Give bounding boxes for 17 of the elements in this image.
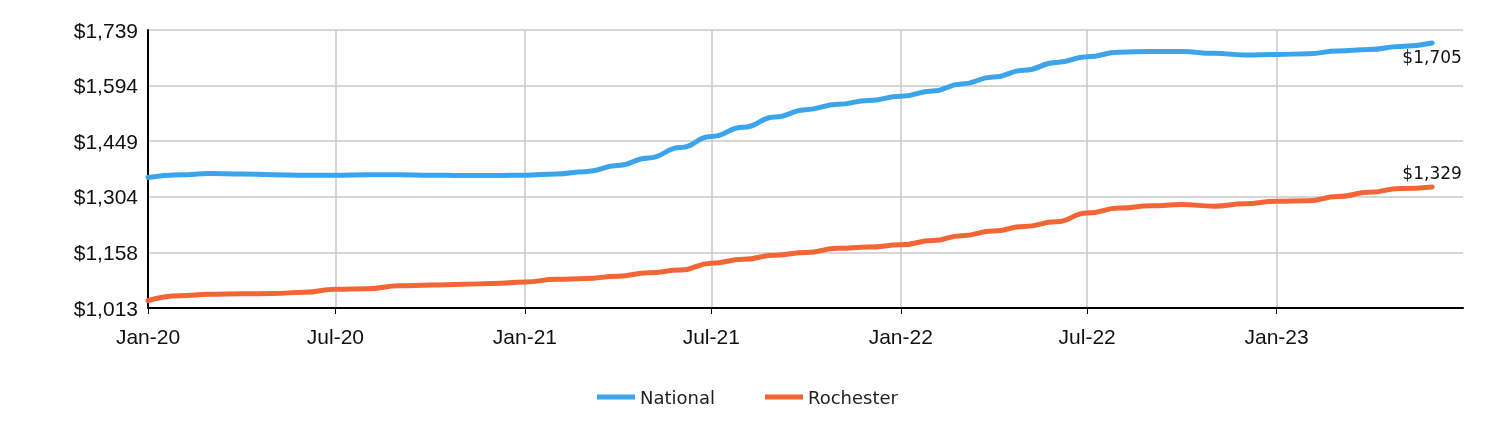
x-tick-label: Jan-21: [492, 325, 557, 348]
x-tick-label: Jan-23: [1244, 325, 1309, 348]
x-tick-label: Jul-21: [682, 325, 740, 348]
y-tick-label: $1,158: [73, 240, 138, 264]
legend-label: Rochester: [808, 386, 899, 408]
y-tick-label: $1,449: [73, 129, 138, 153]
y-tick-label: $1,594: [73, 74, 139, 98]
x-tick-label: Jul-22: [1058, 325, 1116, 348]
y-tick-label: $1,013: [73, 296, 138, 320]
data-label: $1,329: [1402, 163, 1462, 184]
legend-label: National: [640, 386, 716, 408]
x-tick-label: Jul-20: [306, 325, 365, 348]
x-tick-label: Jan-20: [115, 325, 181, 348]
y-tick-label: $1,304: [73, 185, 139, 209]
y-tick-label: $1,739: [73, 18, 138, 42]
data-label: $1,705: [1402, 46, 1462, 67]
x-tick-label: Jan-22: [868, 325, 933, 348]
